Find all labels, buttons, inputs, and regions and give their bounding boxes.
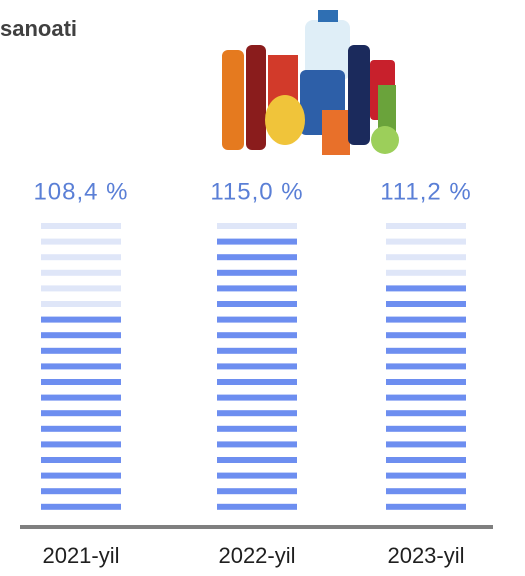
bar-stripe <box>386 332 466 339</box>
bar <box>217 223 297 510</box>
bar-stripe <box>217 441 297 448</box>
bar-stripe <box>386 254 466 261</box>
bar-stripe <box>41 441 121 448</box>
bar-stripe <box>41 301 121 307</box>
bar-stripe <box>386 394 466 401</box>
bar-stripe <box>41 269 121 276</box>
bar-stripe <box>217 285 297 292</box>
bar-stripe <box>41 254 121 261</box>
bar-stripe <box>217 238 297 245</box>
bar-stripe <box>386 285 466 292</box>
bar-stripe <box>41 238 121 245</box>
bar-stripe <box>386 363 466 370</box>
bar-stripe <box>217 394 297 401</box>
bar-stripe <box>217 457 297 463</box>
bar-stripe <box>41 472 121 479</box>
bar-stripe <box>386 488 466 495</box>
x-tick-label: 2022-yil <box>218 543 295 568</box>
bar <box>386 223 466 510</box>
bar-stripe <box>386 425 466 432</box>
bar-stripe <box>217 223 297 229</box>
bar-stripe <box>386 472 466 479</box>
bar-stripe <box>41 457 121 463</box>
product-photo <box>222 10 399 155</box>
bar-stripe <box>217 269 297 276</box>
bar-stripe <box>217 316 297 323</box>
bar-stripe <box>217 410 297 417</box>
bar-stripe <box>41 488 121 495</box>
bar-stripe <box>41 410 121 417</box>
bar-stripe <box>217 301 297 307</box>
bar-stripe <box>41 394 121 401</box>
bar <box>41 223 121 510</box>
value-label: 108,4 % <box>33 178 128 205</box>
bar-stripe <box>217 347 297 354</box>
bar-stripe <box>41 363 121 370</box>
bar-stripe <box>386 379 466 385</box>
bar-stripe <box>217 503 297 510</box>
bar-stripe <box>217 332 297 339</box>
bar-stripe <box>217 472 297 479</box>
value-label: 115,0 % <box>210 178 303 205</box>
chart-title: sanoati <box>0 16 77 41</box>
bar-stripe <box>217 254 297 261</box>
bar-stripe <box>386 316 466 323</box>
bar-stripe <box>217 379 297 385</box>
bar-stripe <box>41 316 121 323</box>
bar-stripe <box>386 223 466 229</box>
bar-stripe <box>41 347 121 354</box>
bar-stripe <box>41 223 121 229</box>
bar-stripe <box>217 425 297 432</box>
bar-stripe <box>386 347 466 354</box>
bar-stripe <box>386 457 466 463</box>
bar-stripe <box>386 238 466 245</box>
bar-stripe <box>386 301 466 307</box>
bar-stripe <box>386 269 466 276</box>
bar-stripe <box>41 425 121 432</box>
bar-stripe <box>41 332 121 339</box>
bar-stripe <box>217 488 297 495</box>
bar-stripe <box>217 363 297 370</box>
bar-stripe <box>41 379 121 385</box>
bar-stripe <box>41 285 121 292</box>
x-tick-label: 2023-yil <box>387 543 464 568</box>
bar-stripe <box>386 503 466 510</box>
bar-stripe <box>386 410 466 417</box>
value-label: 111,2 % <box>380 178 472 205</box>
bar-stripe <box>41 503 121 510</box>
bar-stripe <box>386 441 466 448</box>
x-tick-label: 2021-yil <box>42 543 119 568</box>
